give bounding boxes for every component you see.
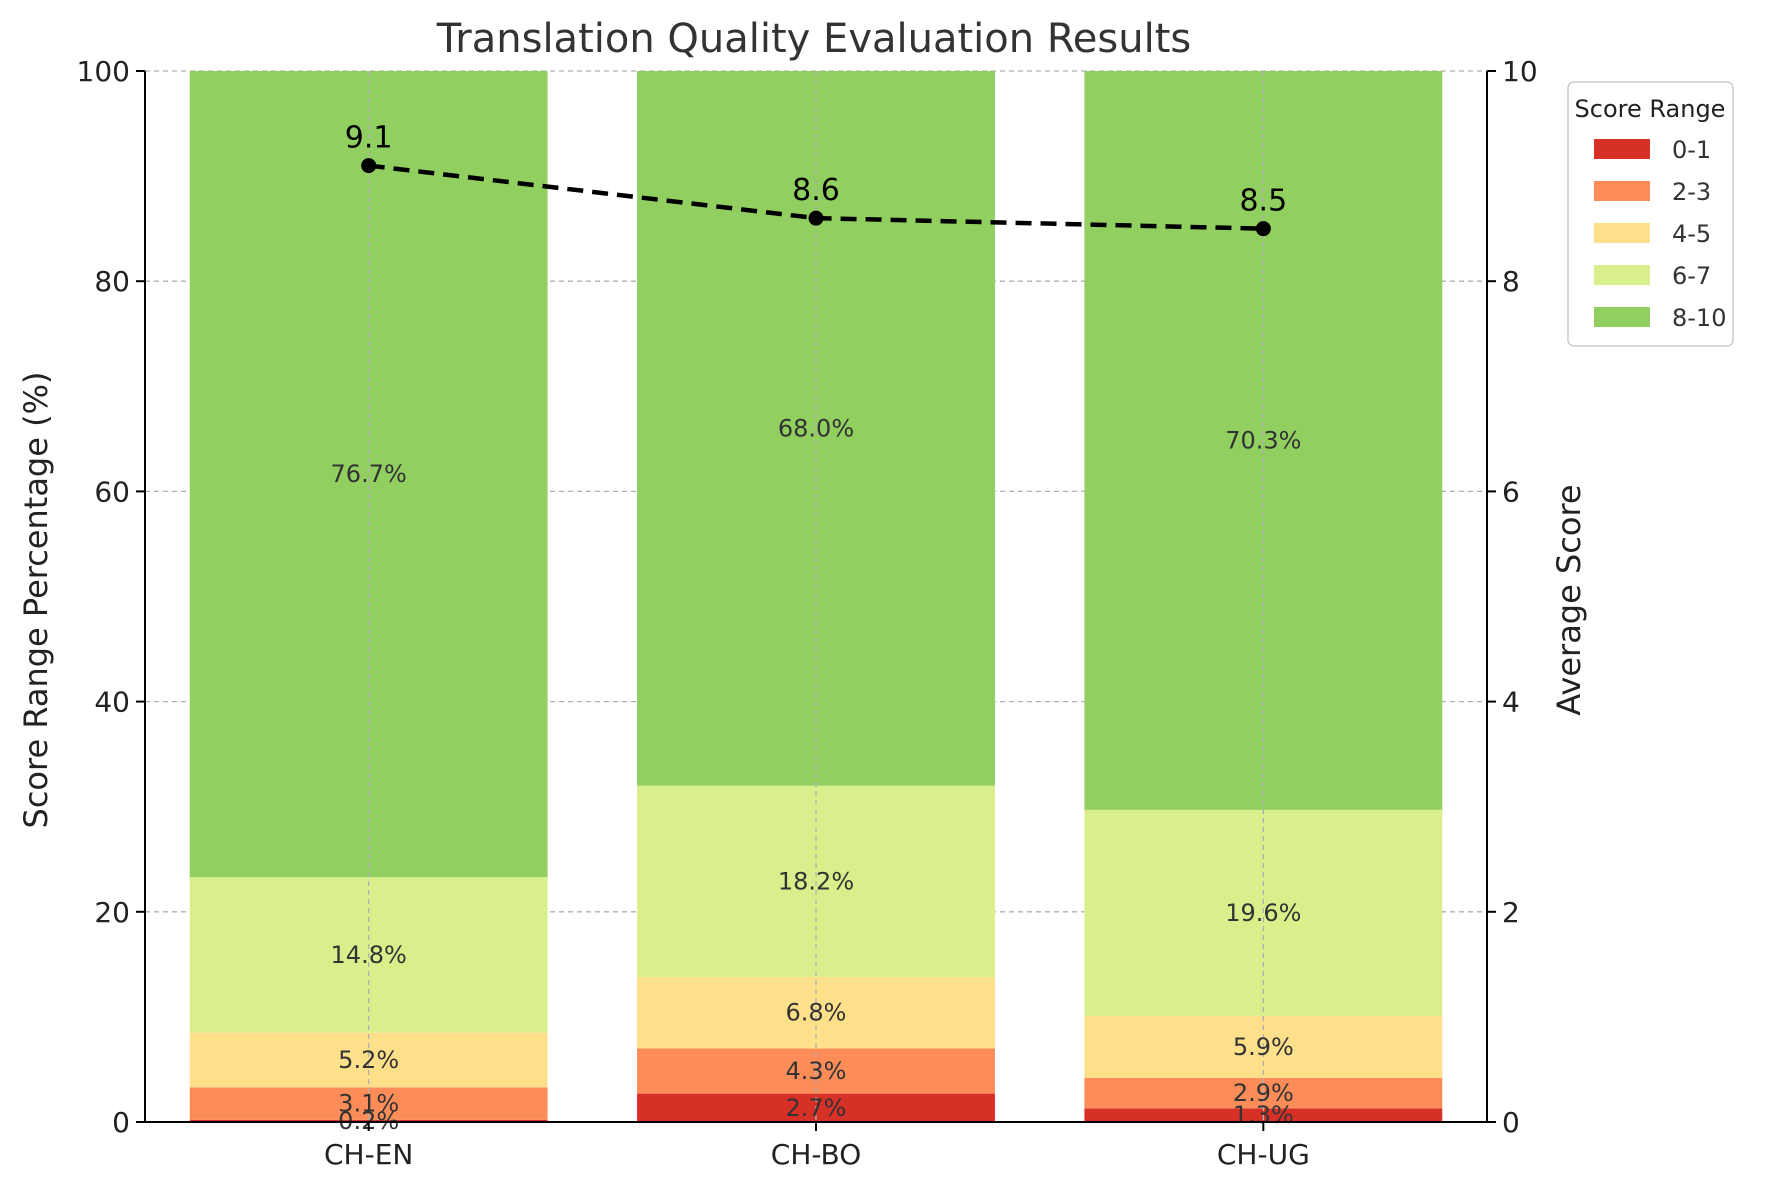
legend-title: Score Range — [1575, 95, 1726, 123]
y2-tick-label: 6 — [1502, 475, 1520, 508]
y2-axis-title: Average Score — [1550, 484, 1588, 715]
bar-segment-8-10 — [189, 71, 548, 878]
segment-label-6-7: 18.2% — [778, 867, 854, 895]
segment-label-8-10: 68.0% — [778, 414, 854, 442]
y-tick-label: 20 — [94, 896, 130, 929]
y2-tick-label: 2 — [1502, 896, 1520, 929]
legend-label-2-3: 2-3 — [1672, 178, 1711, 206]
legend: Score Range 0-1 2-3 4-5 6-7 8-10 — [1567, 81, 1734, 347]
average-score-label: 8.5 — [1239, 184, 1287, 219]
y-tick-label: 100 — [77, 55, 130, 88]
segment-label-6-7: 14.8% — [331, 941, 407, 969]
legend-swatch-2-3 — [1594, 181, 1650, 201]
segment-label-4-5: 6.8% — [786, 999, 847, 1027]
x-tick-label: CH-UG — [1217, 1138, 1310, 1171]
bar-segment-0-1 — [189, 1119, 548, 1122]
legend-swatch-0-1 — [1594, 139, 1650, 159]
segment-labels: 0.2%3.1%5.2%14.8%76.7%2.7%4.3%6.8%18.2%6… — [331, 414, 1302, 1135]
x-tick-label: CH-EN — [324, 1138, 413, 1171]
y2-tick-label: 0 — [1502, 1106, 1520, 1139]
legend-label-0-1: 0-1 — [1672, 136, 1711, 164]
segment-label-4-5: 5.9% — [1233, 1033, 1294, 1061]
segment-label-2-3: 3.1% — [338, 1090, 399, 1118]
axes: 0 20 40 60 80 100 0 2 4 6 8 10 CH-EN CH-BO CH-UG — [77, 55, 1538, 1171]
segment-label-8-10: 70.3% — [1225, 426, 1301, 454]
legend-label-4-5: 4-5 — [1672, 220, 1711, 248]
legend-swatch-8-10 — [1594, 307, 1650, 327]
segment-label-4-5: 5.2% — [338, 1046, 399, 1074]
average-score-label: 8.6 — [792, 173, 840, 208]
grid-lines — [368, 71, 1264, 1122]
bar-segment-4-5 — [189, 1032, 548, 1088]
segment-label-2-3: 2.9% — [1233, 1079, 1294, 1107]
y-tick-label: 40 — [94, 686, 130, 719]
average-score-marker — [361, 158, 377, 174]
segment-label-6-7: 19.6% — [1225, 899, 1301, 927]
segment-label-2-3: 4.3% — [786, 1057, 847, 1085]
y-tick-label: 80 — [94, 265, 130, 298]
chart-title: Translation Quality Evaluation Results — [436, 16, 1192, 62]
y-tick-label: 0 — [112, 1106, 130, 1139]
legend-label-6-7: 6-7 — [1672, 262, 1711, 290]
segment-label-8-10: 76.7% — [331, 460, 407, 488]
legend-label-8-10: 8-10 — [1672, 304, 1726, 332]
average-score-marker — [808, 210, 824, 226]
segment-label-0-1: 2.7% — [786, 1094, 847, 1122]
legend-swatch-6-7 — [1594, 265, 1650, 285]
legend-swatch-4-5 — [1594, 223, 1650, 243]
y2-tick-label: 8 — [1502, 265, 1520, 298]
average-score-marker — [1255, 221, 1271, 237]
y-axis-title: Score Range Percentage (%) — [17, 372, 55, 829]
y-tick-label: 60 — [94, 475, 130, 508]
y2-tick-label: 4 — [1502, 686, 1520, 719]
x-tick-label: CH-BO — [771, 1138, 861, 1171]
average-score-line: 9.1 8.6 8.5 — [345, 121, 1287, 237]
y2-tick-label: 10 — [1502, 55, 1538, 88]
average-score-label: 9.1 — [345, 121, 393, 156]
